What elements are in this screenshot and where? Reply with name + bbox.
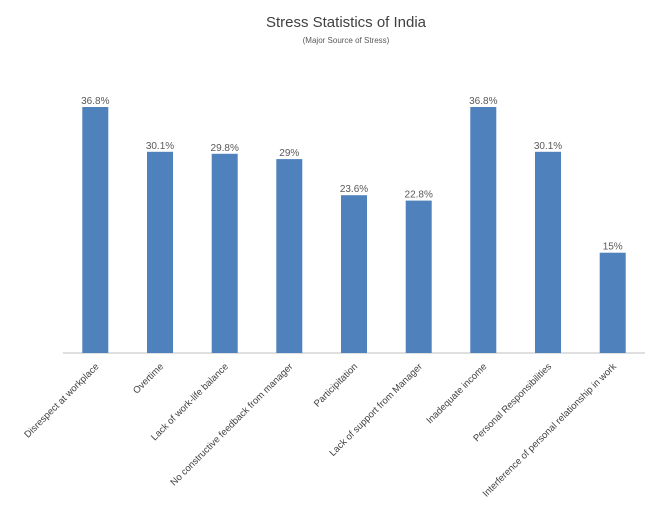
data-label: 23.6% (340, 184, 368, 195)
category-label: Participitation (312, 361, 360, 409)
data-label: 22.8% (405, 190, 433, 201)
category-label: Interference of personal relationship in… (481, 361, 619, 499)
bar (276, 159, 303, 353)
category-label: Overtime (131, 361, 166, 396)
bar (147, 151, 173, 353)
data-label: 15% (603, 242, 623, 253)
bars-group (82, 107, 626, 353)
category-label: Inadequate income (425, 361, 490, 426)
category-label: No constructive feedback from manager (169, 361, 296, 488)
chart-subtitle: (Major Source of Stress) (303, 36, 390, 45)
data-label: 36.8% (81, 96, 109, 107)
chart-title: Stress Statistics of India (266, 14, 427, 31)
category-label: Disrespect at workplace (22, 361, 101, 440)
bar (599, 252, 626, 353)
bar (405, 200, 432, 353)
bar (211, 153, 238, 353)
data-label: 30.1% (534, 141, 562, 152)
data-label: 29% (279, 148, 299, 159)
bar (82, 107, 109, 353)
data-labels-group: 36.8% 30.1% 29.8% 29% 23.6% 22.8% 36.8% 30.1% 15… (81, 96, 623, 253)
data-label: 29.8% (211, 143, 239, 154)
bar (470, 107, 497, 353)
data-label: 30.1% (146, 141, 174, 152)
bar (341, 195, 367, 353)
bar (535, 151, 561, 353)
data-label: 36.8% (469, 96, 497, 107)
